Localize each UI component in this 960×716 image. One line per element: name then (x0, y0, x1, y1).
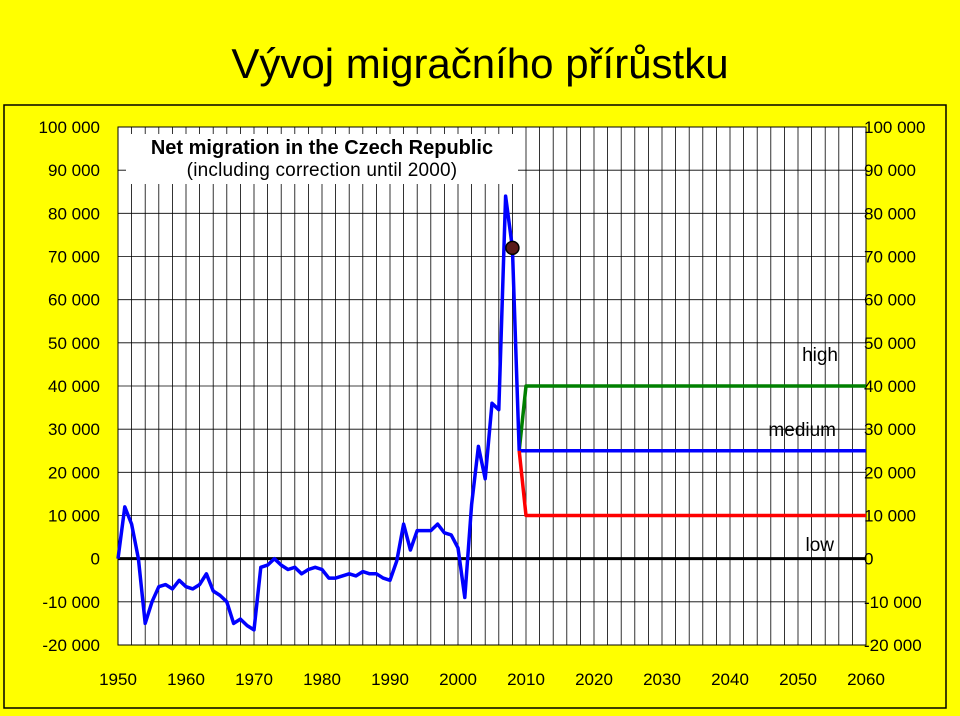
x-tick-label: 1970 (235, 670, 273, 689)
y-tick-label-left: 0 (91, 550, 100, 569)
y-tick-label-right: 70 000 (864, 248, 916, 267)
y-tick-label-right: 50 000 (864, 334, 916, 353)
y-tick-label-left: -20 000 (42, 636, 100, 655)
y-tick-label-left: 10 000 (48, 507, 100, 526)
y-tick-label-right: 100 000 (864, 118, 925, 137)
series-line-high (517, 384, 866, 451)
x-tick-label: 1980 (303, 670, 341, 689)
y-tick-label-right: -10 000 (864, 593, 922, 612)
x-tick-label: 2040 (711, 670, 749, 689)
y-tick-label-left: 30 000 (48, 420, 100, 439)
x-tick-label: 1960 (167, 670, 205, 689)
series-line-historical (116, 194, 521, 632)
y-tick-label-left: 50 000 (48, 334, 100, 353)
y-tick-label-left: 90 000 (48, 161, 100, 180)
y-tick-label-right: -20 000 (864, 636, 922, 655)
chart-subtitle-note: (including correction until 2000) (186, 160, 458, 181)
y-tick-label-left: -10 000 (42, 593, 100, 612)
y-tick-label-right: 10 000 (864, 507, 916, 526)
y-tick-label-left: 100 000 (39, 118, 100, 137)
subtitle-box: Net migration in the Czech Republic (inc… (126, 134, 518, 184)
x-tick-label: 1990 (371, 670, 409, 689)
y-tick-label-right: 40 000 (864, 377, 916, 396)
scenario-label-medium: medium (768, 420, 836, 441)
highlight-point (505, 240, 520, 256)
outer-border (3, 104, 947, 709)
y-tick-label-left: 60 000 (48, 291, 100, 310)
y-tick-label-left: 20 000 (48, 463, 100, 482)
x-tick-label: 2060 (847, 670, 885, 689)
x-tick-label: 1950 (99, 670, 137, 689)
y-tick-label-left: 70 000 (48, 248, 100, 267)
scenario-label-high: high (802, 345, 838, 366)
y-tick-label-right: 30 000 (864, 420, 916, 439)
series-line-low (517, 450, 866, 518)
y-tick-label-right: 80 000 (864, 204, 916, 223)
chart-subtitle: Net migration in the Czech Republic (150, 137, 494, 159)
chart-title: Vývoj migračního přírůstku (231, 40, 729, 87)
y-tick-label-left: 80 000 (48, 204, 100, 223)
scenario-label-low: low (805, 535, 834, 556)
x-tick-label: 2010 (507, 670, 545, 689)
x-tick-label: 2030 (643, 670, 681, 689)
x-tick-label: 2020 (575, 670, 613, 689)
y-tick-label-right: 60 000 (864, 291, 916, 310)
y-tick-label-right: 20 000 (864, 463, 916, 482)
y-tick-label-right: 0 (864, 550, 873, 569)
y-tick-label-left: 40 000 (48, 377, 100, 396)
x-tick-label: 2050 (779, 670, 817, 689)
x-tick-label: 2000 (439, 670, 477, 689)
y-tick-label-right: 90 000 (864, 161, 916, 180)
